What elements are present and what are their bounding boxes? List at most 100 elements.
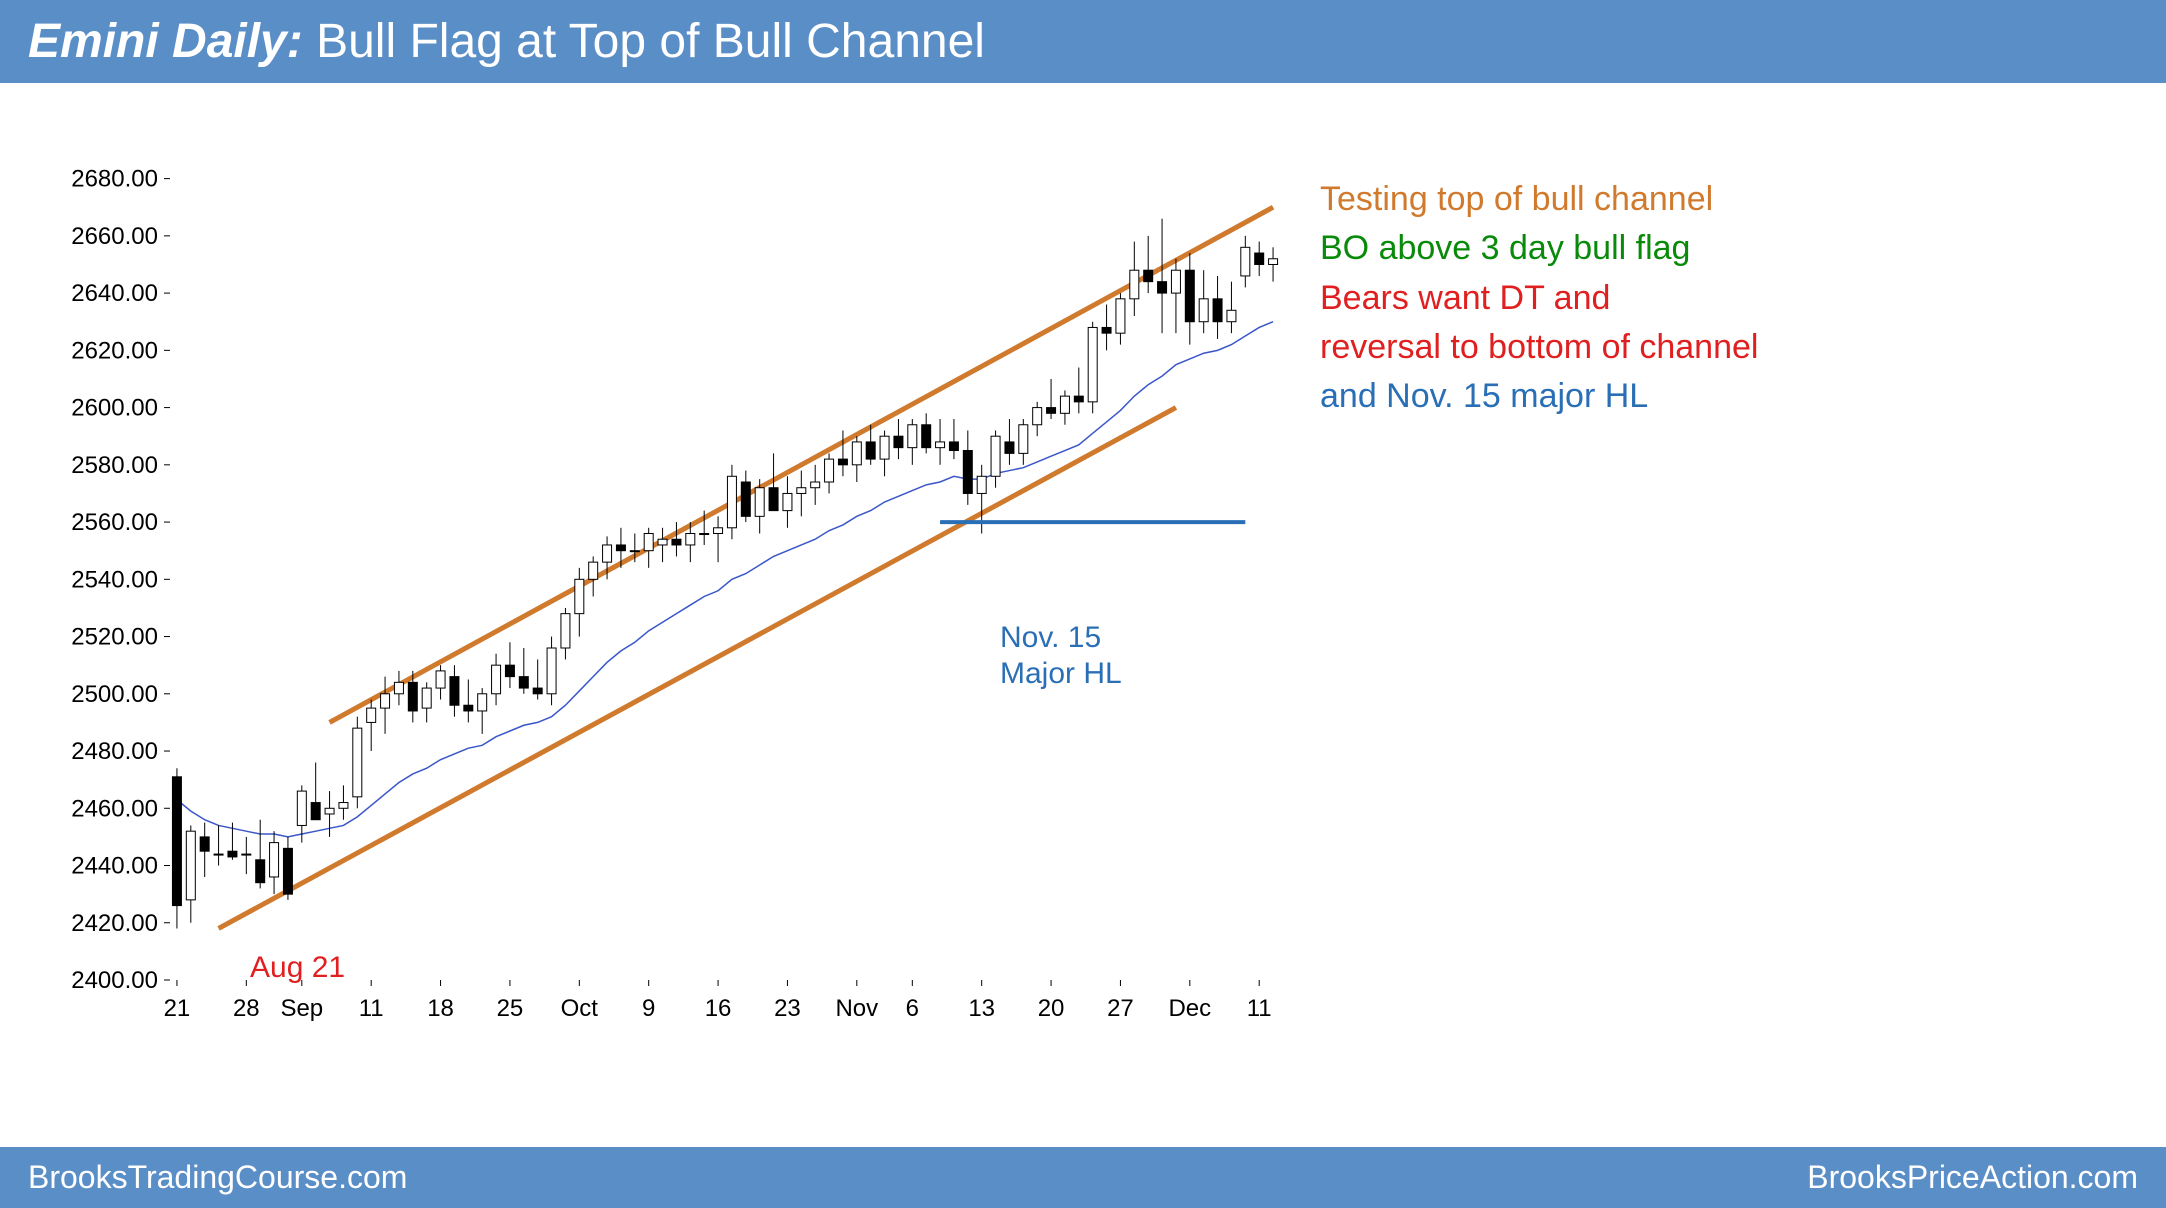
svg-text:21: 21: [164, 995, 191, 1022]
candle: [866, 442, 875, 459]
svg-text:28: 28: [233, 995, 260, 1022]
candle: [1102, 327, 1111, 333]
candle: [561, 614, 570, 648]
candle: [381, 694, 390, 708]
svg-text:2620.00: 2620.00: [71, 337, 158, 364]
svg-text:Nov: Nov: [835, 995, 878, 1022]
svg-text:Sep: Sep: [280, 995, 323, 1022]
candle: [630, 551, 639, 552]
candle: [1171, 270, 1180, 293]
annotation-line: reversal to bottom of channel: [1320, 323, 1758, 372]
candle: [186, 831, 195, 900]
svg-text:2540.00: 2540.00: [71, 566, 158, 593]
svg-text:2600.00: 2600.00: [71, 395, 158, 422]
candle: [700, 534, 709, 535]
candle: [783, 493, 792, 510]
candle: [533, 688, 542, 694]
svg-text:23: 23: [774, 995, 801, 1022]
svg-text:2420.00: 2420.00: [71, 910, 158, 937]
candle: [908, 425, 917, 448]
svg-text:20: 20: [1038, 995, 1065, 1022]
ema-line: [177, 322, 1273, 837]
candle: [1185, 270, 1194, 322]
candle: [769, 488, 778, 511]
chart-label: Major HL: [1000, 656, 1122, 692]
candle: [1241, 247, 1250, 276]
candle: [894, 436, 903, 447]
candle: [949, 442, 958, 451]
annotation-line: BO above 3 day bull flag: [1320, 224, 1758, 273]
candle: [339, 803, 348, 809]
svg-text:18: 18: [427, 995, 454, 1022]
candle: [505, 665, 514, 676]
annotation-line: Testing top of bull channel: [1320, 175, 1758, 224]
candle: [200, 837, 209, 851]
candle: [408, 682, 417, 711]
svg-text:25: 25: [497, 995, 524, 1022]
candle: [672, 539, 681, 545]
candle: [311, 803, 320, 820]
candle: [1088, 327, 1097, 401]
svg-text:13: 13: [968, 995, 995, 1022]
candle: [242, 854, 251, 855]
candle: [644, 534, 653, 551]
candle: [256, 860, 265, 883]
svg-text:9: 9: [642, 995, 655, 1022]
candle: [1269, 259, 1278, 265]
candle: [1144, 270, 1153, 281]
candle: [1227, 310, 1236, 321]
candle: [172, 777, 181, 906]
candle: [1019, 425, 1028, 454]
svg-text:11: 11: [359, 995, 384, 1022]
candle: [963, 451, 972, 494]
candle: [547, 648, 556, 694]
candle: [1130, 270, 1139, 299]
candle: [270, 843, 279, 877]
candle: [991, 436, 1000, 476]
candle: [394, 682, 403, 693]
candle: [838, 459, 847, 465]
header-title: Bull Flag at Top of Bull Channel: [316, 15, 985, 68]
candle: [714, 528, 723, 534]
svg-text:2680.00: 2680.00: [71, 166, 158, 193]
candle: [464, 705, 473, 711]
svg-text:2660.00: 2660.00: [71, 223, 158, 250]
candlestick-chart: 2400.002420.002440.002460.002480.002500.…: [40, 130, 1290, 1060]
candle: [686, 534, 695, 545]
annotation-list: Testing top of bull channelBO above 3 da…: [1320, 175, 1758, 421]
candle: [325, 808, 334, 814]
candle: [922, 425, 931, 448]
candle: [283, 848, 292, 894]
svg-text:2500.00: 2500.00: [71, 681, 158, 708]
candle: [353, 728, 362, 797]
chart-label: Aug 21: [250, 950, 345, 986]
candle: [422, 688, 431, 708]
candle: [1213, 299, 1222, 322]
candle: [741, 482, 750, 516]
candle: [1158, 282, 1167, 293]
candle: [478, 694, 487, 711]
svg-text:Dec: Dec: [1168, 995, 1211, 1022]
svg-text:6: 6: [906, 995, 919, 1022]
candle: [589, 562, 598, 579]
svg-text:2560.00: 2560.00: [71, 509, 158, 536]
candle: [1074, 396, 1083, 402]
candle: [575, 579, 584, 613]
svg-text:2440.00: 2440.00: [71, 853, 158, 880]
candle: [297, 791, 306, 825]
header-bar: Emini Daily: Bull Flag at Top of Bull Ch…: [0, 0, 2166, 83]
footer-right: BrooksPriceAction.com: [1807, 1159, 2138, 1196]
candle: [727, 476, 736, 528]
svg-text:2480.00: 2480.00: [71, 738, 158, 765]
candle: [811, 482, 820, 488]
candle: [603, 545, 612, 562]
candle: [852, 442, 861, 465]
svg-text:2460.00: 2460.00: [71, 795, 158, 822]
candle: [1033, 408, 1042, 425]
candle: [1255, 253, 1264, 264]
candle: [658, 539, 667, 545]
svg-text:Oct: Oct: [561, 995, 599, 1022]
svg-text:2580.00: 2580.00: [71, 452, 158, 479]
candle: [797, 488, 806, 494]
footer-bar: BrooksTradingCourse.com BrooksPriceActio…: [0, 1147, 2166, 1208]
